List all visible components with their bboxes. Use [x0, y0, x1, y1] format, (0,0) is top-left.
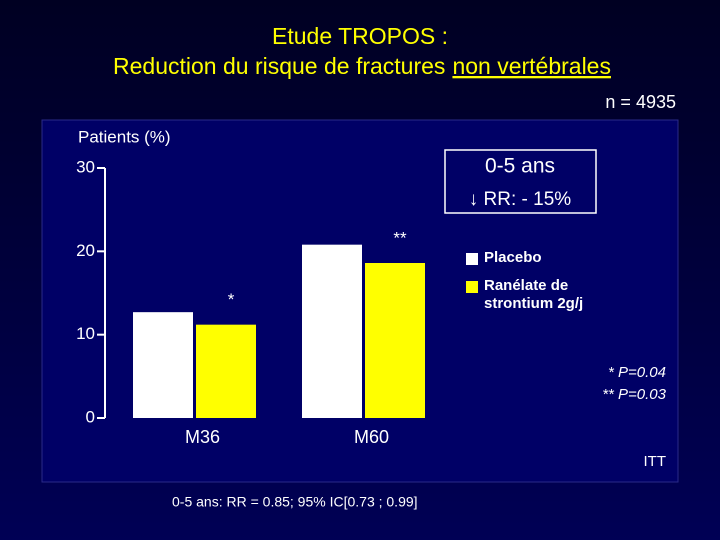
significance-label: ** — [393, 228, 407, 247]
y-axis-label: Patients (%) — [78, 127, 171, 146]
legend-entry: Placebo — [484, 249, 542, 266]
box-line2: ↓ RR: - 15% — [469, 189, 572, 210]
summary-box — [444, 149, 597, 214]
footnote: 0-5 ans: RR = 0.85; 95% IC[0.73 ; 0.99] — [172, 494, 418, 510]
p-value-note: ** P=0.03 — [602, 386, 666, 403]
y-tick-label: 0 — [86, 407, 95, 426]
bar — [302, 244, 362, 418]
title-part: Reduction du risque de fractures — [113, 53, 445, 79]
x-tick-label: M36 — [185, 427, 220, 447]
legend-swatch — [466, 253, 478, 265]
y-tick-label: 10 — [76, 324, 95, 343]
sample-size: n = 4935 — [605, 92, 676, 112]
population-label: ITT — [644, 453, 667, 470]
legend-entry: Ranélate de strontium 2g/j — [484, 277, 584, 312]
y-tick-label: 20 — [76, 241, 95, 260]
legend-label: Placebo — [484, 249, 542, 266]
title-line1: Etude TROPOS : — [272, 23, 448, 49]
bar — [133, 312, 193, 418]
title-underlined: non vertébrales — [452, 53, 611, 79]
box-line1: 0-5 ans — [485, 155, 555, 178]
title-line2: Reduction du risque de fractures non vert… — [113, 53, 611, 79]
y-tick-label: 30 — [76, 157, 95, 176]
legend-swatch — [466, 281, 478, 293]
significance-label: * — [228, 290, 235, 309]
bar — [196, 324, 256, 418]
legend-label: Ranélate de strontium 2g/j — [484, 277, 584, 312]
p-value-note: * P=0.04 — [608, 364, 666, 381]
x-tick-label: M60 — [354, 427, 389, 447]
bar — [365, 263, 425, 418]
